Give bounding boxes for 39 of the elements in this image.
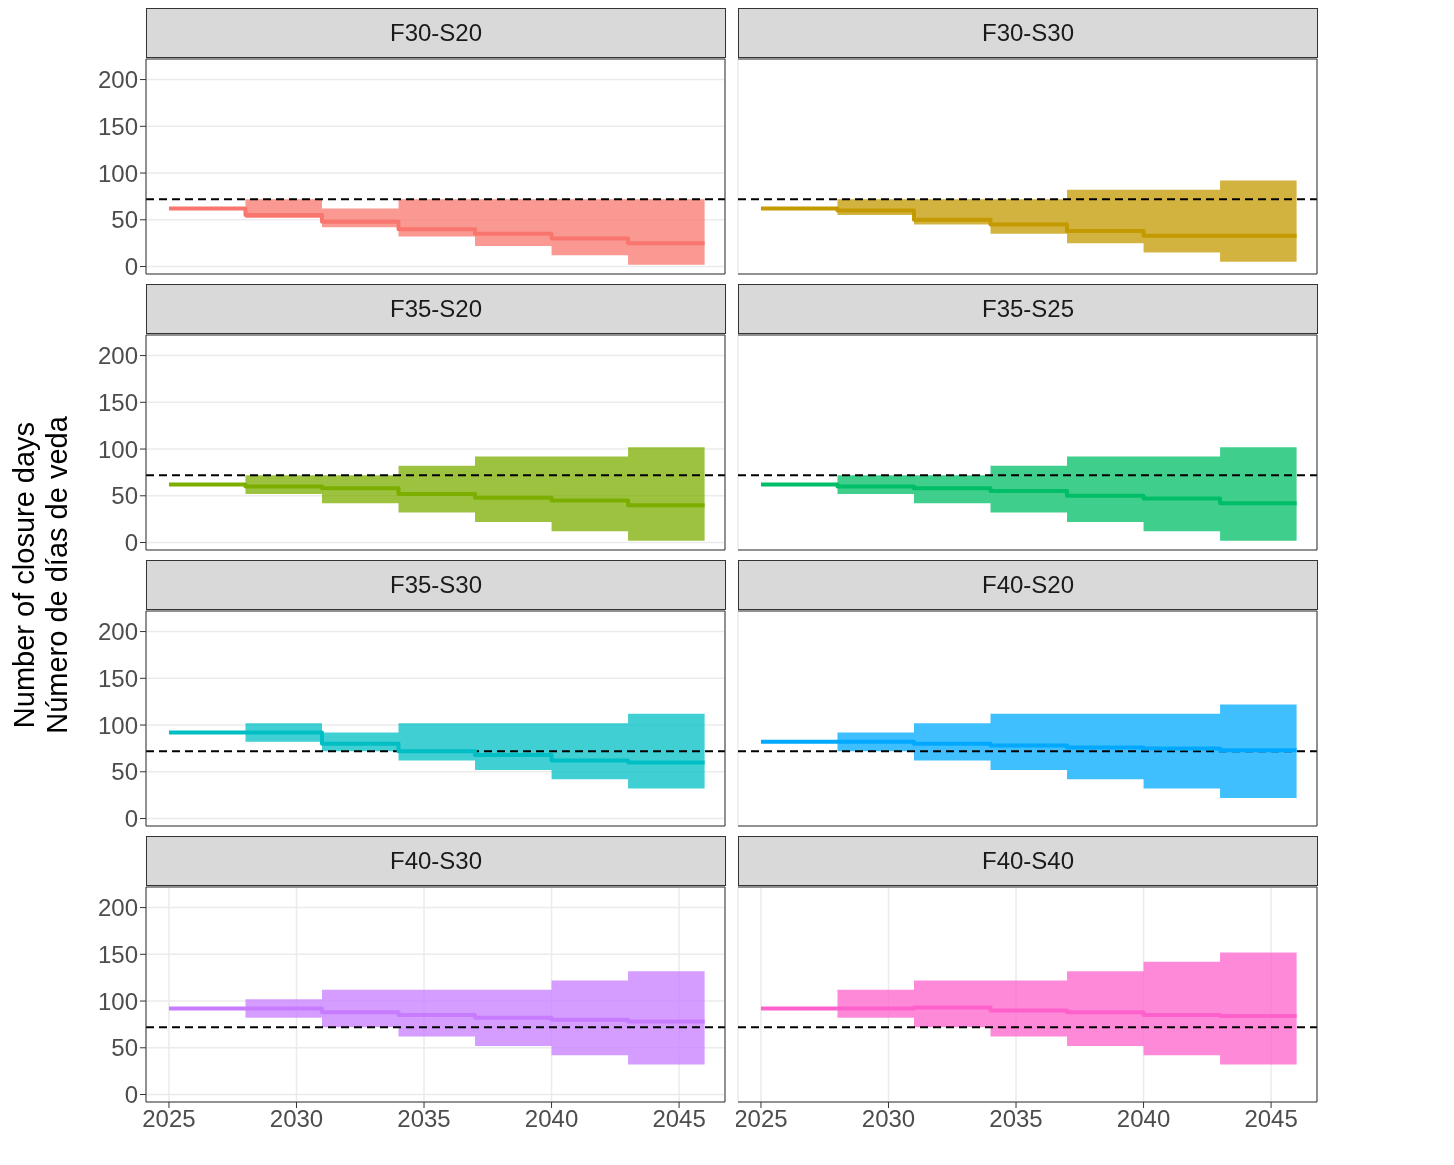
x-tick-label: 2035 [397,1105,451,1133]
y-tick-label: 0 [124,529,138,557]
y-tick-label: 50 [111,482,138,510]
y-tick-label: 100 [97,711,138,739]
x-tick-label: 2040 [1116,1105,1171,1133]
y-tick-label: 200 [97,894,138,922]
chart-title: F30-S30 [738,8,1318,58]
x-tick-label: 2040 [524,1105,579,1133]
chart-title: F35-S25 [738,284,1318,334]
y-tick-label: 50 [111,758,138,786]
x-tick-label: 2030 [861,1105,916,1133]
x-tick-label: 2025 [734,1105,788,1133]
y-axis-title: Number of closure days Número de días de veda [8,416,74,734]
x-tick-label: 2045 [652,1105,706,1133]
y-tick-label: 150 [97,388,138,416]
chart-title: F40-S30 [146,836,726,886]
y-tick-label: 150 [97,940,138,968]
chart-title: F35-S20 [146,284,726,334]
x-tick-label: 2035 [989,1105,1043,1133]
y-tick-label: 200 [97,342,138,370]
y-tick-label: 0 [124,253,138,281]
chart-title: F40-S20 [738,560,1318,610]
y-tick-label: 200 [97,618,138,646]
y-tick-label: 100 [97,435,138,463]
y-tick-label: 100 [97,987,138,1015]
chart-title: F35-S30 [146,560,726,610]
y-tick-label: 0 [124,805,138,833]
x-tick-label: 2045 [1244,1105,1298,1133]
y-tick-label: 200 [97,66,138,94]
y-tick-label: 150 [97,664,138,692]
x-tick-label: 2025 [142,1105,196,1133]
y-tick-label: 150 [97,112,138,140]
chart-title: F40-S40 [738,836,1318,886]
y-tick-label: 0 [124,1081,138,1109]
y-tick-label: 50 [111,206,138,234]
chart-title: F30-S20 [146,8,726,58]
y-tick-label: 100 [97,159,138,187]
y-tick-label: 50 [111,1034,138,1062]
x-tick-label: 2030 [269,1105,324,1133]
